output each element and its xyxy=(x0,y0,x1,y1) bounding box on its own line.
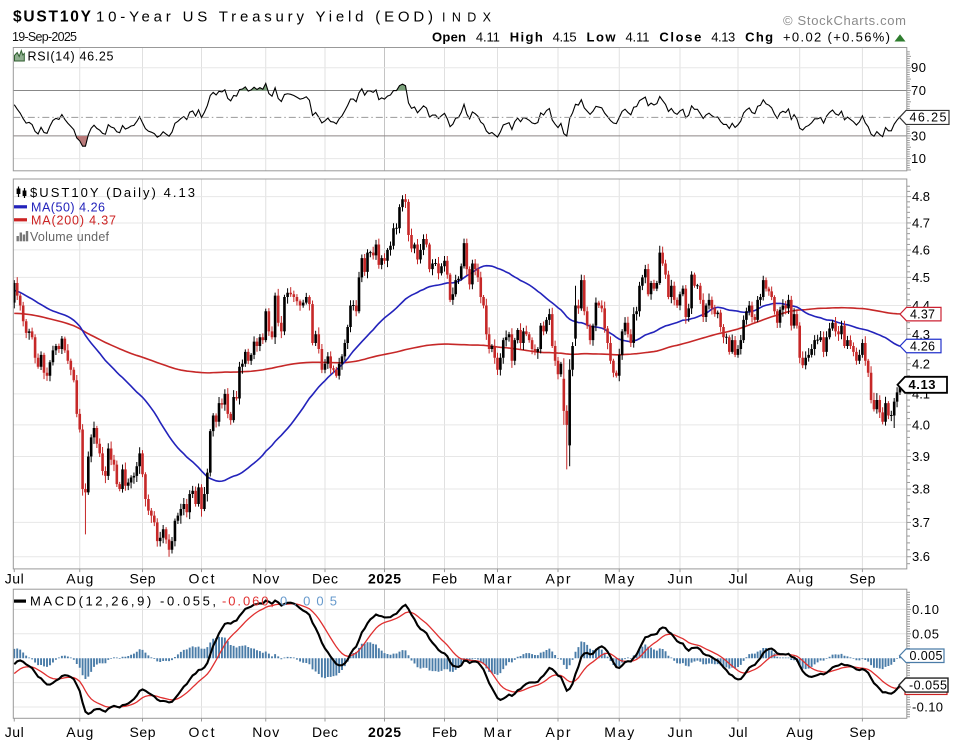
svg-text:Apr: Apr xyxy=(546,571,571,587)
svg-text:4.0: 4.0 xyxy=(912,417,930,432)
svg-text:+0.02 (+0.56%): +0.02 (+0.56%) xyxy=(783,30,890,45)
svg-text:0.005: 0.005 xyxy=(280,594,337,609)
svg-text:Sep: Sep xyxy=(849,724,875,740)
svg-text:Chg: Chg xyxy=(745,30,773,45)
svg-text:Close: Close xyxy=(659,30,701,45)
svg-text:-0.060,: -0.060, xyxy=(222,594,274,609)
svg-text:$UST10Y (Daily) 4.13: $UST10Y (Daily) 4.13 xyxy=(30,185,195,200)
svg-text:Mar: Mar xyxy=(484,724,512,740)
svg-text:Low: Low xyxy=(587,30,617,45)
svg-text:4.6: 4.6 xyxy=(912,242,930,257)
svg-text:Jun: Jun xyxy=(668,571,693,587)
svg-text:Dec: Dec xyxy=(312,724,338,740)
svg-text:Jul: Jul xyxy=(729,571,748,587)
svg-text:-0.10: -0.10 xyxy=(912,700,943,715)
svg-text:Aug: Aug xyxy=(66,724,93,740)
svg-text:30: 30 xyxy=(911,128,926,143)
svg-text:MA(200) 4.37: MA(200) 4.37 xyxy=(31,214,116,228)
svg-text:Jul: Jul xyxy=(729,724,748,740)
svg-text:3.9: 3.9 xyxy=(912,449,930,464)
svg-text:4.7: 4.7 xyxy=(912,215,930,230)
svg-text:10: 10 xyxy=(911,151,926,166)
svg-text:3.6: 3.6 xyxy=(912,549,930,564)
svg-text:High: High xyxy=(510,30,543,45)
svg-text:4.11: 4.11 xyxy=(625,30,649,45)
svg-text:MA(50) 4.26: MA(50) 4.26 xyxy=(31,201,105,215)
svg-text:Aug: Aug xyxy=(66,571,93,587)
svg-text:4.3: 4.3 xyxy=(912,327,930,342)
svg-text:Mar: Mar xyxy=(484,571,512,587)
svg-text:Nov: Nov xyxy=(252,571,279,587)
svg-text:-0.055: -0.055 xyxy=(909,678,947,692)
svg-text:3.8: 3.8 xyxy=(912,482,930,497)
svg-text:Jul: Jul xyxy=(5,571,24,587)
svg-text:4.13: 4.13 xyxy=(711,30,735,45)
svg-text:46.25: 46.25 xyxy=(910,111,947,125)
svg-text:May: May xyxy=(604,724,634,740)
svg-text:Feb: Feb xyxy=(432,724,457,740)
svg-text:90: 90 xyxy=(911,60,926,75)
svg-text:Aug: Aug xyxy=(786,724,813,740)
svg-text:3.7: 3.7 xyxy=(912,515,930,530)
svg-text:Dec: Dec xyxy=(312,571,338,587)
svg-text:Oct: Oct xyxy=(189,724,215,740)
svg-text:$UST10Y: $UST10Y xyxy=(13,9,92,26)
svg-text:4.11: 4.11 xyxy=(476,30,500,45)
svg-text:Volume undef: Volume undef xyxy=(30,230,110,244)
svg-text:Open: Open xyxy=(432,30,466,45)
svg-text:4.15: 4.15 xyxy=(553,30,577,45)
svg-text:2025: 2025 xyxy=(368,571,401,587)
svg-text:4.5: 4.5 xyxy=(912,270,930,285)
svg-text:Jun: Jun xyxy=(668,724,693,740)
svg-text:MACD(12,26,9) -0.055,: MACD(12,26,9) -0.055, xyxy=(30,594,216,609)
svg-text:4.8: 4.8 xyxy=(912,189,930,204)
svg-text:0.05: 0.05 xyxy=(912,626,939,641)
svg-text:2025: 2025 xyxy=(368,724,401,740)
svg-text:May: May xyxy=(604,571,634,587)
svg-text:4.2: 4.2 xyxy=(912,356,930,371)
svg-text:© StockCharts.com: © StockCharts.com xyxy=(783,13,906,28)
svg-text:Sep: Sep xyxy=(849,571,875,587)
svg-text:Apr: Apr xyxy=(546,724,571,740)
svg-text:4.37: 4.37 xyxy=(910,307,935,321)
svg-text:Oct: Oct xyxy=(189,571,215,587)
svg-text:Aug: Aug xyxy=(786,571,813,587)
svg-text:Sep: Sep xyxy=(130,571,156,587)
svg-text:RSI(14) 46.25: RSI(14) 46.25 xyxy=(28,50,114,64)
svg-text:0.10: 0.10 xyxy=(912,602,939,617)
svg-text:70: 70 xyxy=(911,83,926,98)
svg-text:4.26: 4.26 xyxy=(910,339,935,353)
svg-text:0.005: 0.005 xyxy=(910,649,943,663)
svg-text:19-Sep-2025: 19-Sep-2025 xyxy=(12,30,77,44)
svg-text:Nov: Nov xyxy=(252,724,279,740)
svg-text:Feb: Feb xyxy=(432,571,457,587)
svg-text:4.13: 4.13 xyxy=(909,377,936,392)
svg-text:Jul: Jul xyxy=(5,724,24,740)
svg-text:Sep: Sep xyxy=(130,724,156,740)
